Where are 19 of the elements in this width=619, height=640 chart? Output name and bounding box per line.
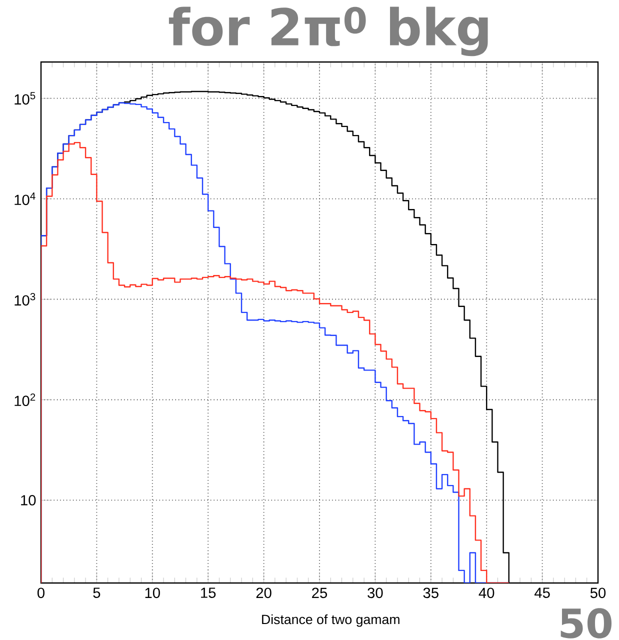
x-tick-label: 35: [423, 588, 438, 598]
y-tick-label: 10: [21, 495, 36, 506]
chart-title: for 2π$^{0}$ bkg: [168, 6, 488, 56]
y-tick-label: 10$^{2}$: [14, 393, 36, 406]
x-tick-label: 30: [368, 588, 383, 598]
x-axis-title: Distance of two gamam: [262, 614, 400, 627]
y-tick-label: 10$^{4}$: [14, 192, 36, 206]
x-tick-label: 40: [478, 588, 494, 598]
x-tick-label: 5: [93, 588, 100, 598]
x-tick-label: 45: [534, 588, 550, 598]
text: 50: [560, 608, 612, 638]
y-tick-label: 10$^{5}$: [14, 92, 36, 105]
y-tick-label: 10$^{3}$: [14, 292, 36, 306]
x-tick-label: 15: [201, 588, 216, 598]
x-tick-label: 0: [37, 588, 44, 598]
x-tick-label: 10: [145, 588, 160, 598]
x-tick-label: 20: [256, 588, 272, 598]
x-tick-label: 50: [590, 588, 606, 598]
x-tick-label: 25: [312, 588, 328, 598]
